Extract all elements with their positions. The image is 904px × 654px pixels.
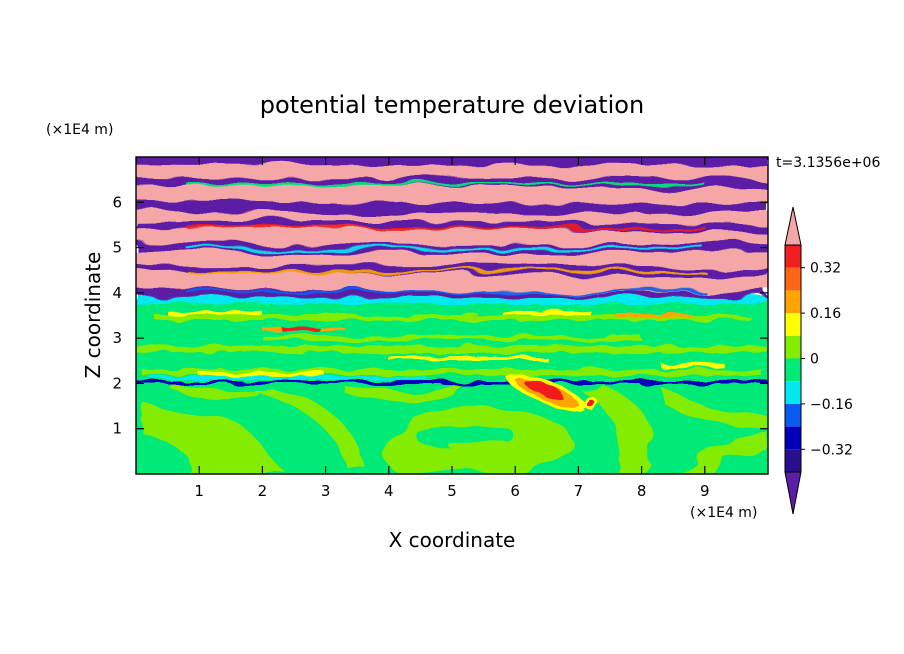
colorbar-box	[785, 381, 801, 404]
x-tick-label: 1	[194, 482, 204, 500]
time-label: t=3.1356e+06	[776, 155, 880, 171]
y-tick-label: 6	[112, 193, 122, 211]
pink-layer	[136, 164, 768, 180]
lime-swirl	[578, 385, 652, 474]
lime-filament	[136, 345, 768, 354]
y-tick-label: 5	[112, 239, 122, 257]
colorbar-box	[785, 358, 801, 382]
layer-fringe	[186, 290, 705, 294]
chart-title: potential temperature deviation	[260, 91, 644, 119]
x-axis-label: X coordinate	[389, 528, 516, 552]
heatmap-field	[136, 157, 768, 474]
pink-layer	[136, 226, 768, 245]
cold-line	[136, 381, 768, 385]
colorbar-tick-label: −0.16	[810, 397, 853, 413]
lime-swirl	[249, 385, 364, 465]
layer-fringe	[186, 269, 705, 273]
cyan-band	[136, 292, 768, 305]
region-interface	[136, 373, 768, 412]
x-tick-label: 8	[637, 482, 647, 500]
colorbar-box	[785, 267, 801, 291]
region-upper-layers	[136, 157, 768, 298]
region-mid-filaments	[136, 311, 768, 377]
x-tick-label: 5	[447, 482, 457, 500]
colorbar-box	[785, 449, 801, 472]
warm-streak	[388, 356, 547, 361]
colorbar-box	[785, 335, 801, 359]
warm-core-inner	[523, 379, 565, 400]
x-tick-label: 3	[321, 482, 331, 500]
y-unit-label: (×1E4 m)	[46, 122, 113, 138]
pink-layer	[136, 184, 768, 204]
cyan-line	[148, 376, 427, 380]
lime-swirl	[666, 392, 768, 429]
colorbar-box	[785, 403, 801, 427]
warm-streak	[502, 311, 592, 316]
colorbar-box	[785, 313, 801, 336]
warm-streak	[199, 372, 326, 377]
colorbar-extend-high	[784, 206, 802, 246]
pink-layer	[136, 250, 768, 268]
warm-streak	[281, 327, 320, 332]
lime-filament	[154, 315, 750, 321]
warm-streak	[616, 313, 693, 318]
lime-filament	[142, 368, 762, 376]
lime-swirl	[142, 401, 288, 474]
lime-filament	[262, 335, 642, 341]
warm-streak	[167, 311, 263, 316]
region-cyan-band	[136, 292, 768, 305]
x-tick-label: 6	[510, 482, 520, 500]
colorbar-extend-low	[784, 471, 802, 515]
x-tick-label: 2	[258, 482, 268, 500]
colorbar-tick-label: 0.16	[810, 306, 841, 322]
y-tick-label: 4	[112, 284, 122, 302]
colorbar-tick-label: 0.32	[810, 261, 841, 277]
lime-swirl	[173, 385, 257, 399]
y-tick-label: 3	[112, 329, 122, 347]
colorbar-box	[785, 290, 801, 314]
pink-layer	[136, 209, 768, 225]
colorbar-tick-label: −0.32	[810, 442, 853, 458]
x-tick-label: 4	[384, 482, 394, 500]
layer-fringe	[186, 225, 705, 229]
warm-streak	[660, 363, 724, 368]
colorbar-box	[785, 245, 801, 268]
y-axis-label: Z coordinate	[81, 252, 105, 379]
x-tick-label: 9	[700, 482, 710, 500]
layer-fringe	[186, 247, 705, 250]
colorbar: −0.32 −0.16 0 0.16 0.32	[784, 206, 853, 515]
pink-layer	[136, 270, 768, 294]
layer-fringe	[186, 182, 705, 186]
colorbar-box	[785, 426, 801, 450]
lime-swirl	[344, 385, 465, 403]
region-lower-swirls	[142, 385, 768, 474]
x-ticks: 1 2 3 4 5 6 7 8 9	[194, 157, 710, 500]
lime-swirl	[679, 433, 768, 474]
colorbar-tick-label: 0	[810, 352, 819, 368]
y-tick-label: 2	[112, 374, 122, 392]
y-ticks: 1 2 3 4 5 6	[112, 193, 768, 438]
x-tick-label: 7	[574, 482, 584, 500]
oval-ring	[449, 439, 518, 454]
x-unit-label: (×1E4 m)	[690, 505, 757, 521]
y-tick-label: 1	[112, 420, 122, 438]
warm-blob-core	[587, 399, 596, 408]
